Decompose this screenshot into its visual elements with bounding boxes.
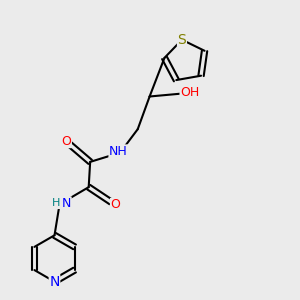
Text: O: O bbox=[61, 135, 71, 148]
Text: OH: OH bbox=[180, 85, 200, 98]
Text: S: S bbox=[178, 33, 186, 47]
Text: N: N bbox=[49, 275, 60, 289]
Text: O: O bbox=[110, 199, 120, 212]
Text: H: H bbox=[52, 199, 60, 208]
Text: N: N bbox=[62, 197, 71, 210]
Text: NH: NH bbox=[109, 145, 128, 158]
